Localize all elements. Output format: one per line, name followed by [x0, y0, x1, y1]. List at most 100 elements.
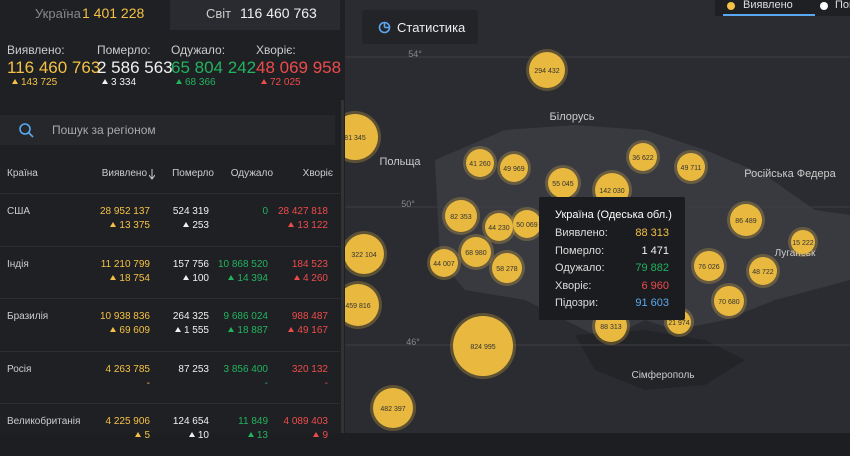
map-label: 54°: [408, 49, 422, 59]
tooltip-label: Виявлено:: [555, 227, 608, 239]
legend-dot: [820, 2, 828, 10]
tab[interactable]: Україна 1 401 228: [0, 0, 170, 28]
tab-value: 116 460 763: [240, 5, 317, 21]
bubble: [430, 249, 458, 277]
tab-label: Україна: [35, 6, 81, 21]
bubble-label: 142 030: [599, 188, 624, 195]
stats-button[interactable]: Статистика: [362, 10, 478, 44]
bubble-label: 15 222: [792, 240, 814, 247]
cell-delta: 1 555: [174, 325, 209, 336]
legend-item[interactable]: Померло: [715, 0, 850, 16]
cell-value: 157 756: [172, 258, 209, 270]
column-header[interactable]: Хворіє: [302, 168, 333, 179]
table-row[interactable]: Бразилія 10 938 836 69 609 264 325 1 555 9 68…: [0, 298, 340, 351]
bubble: [694, 251, 724, 281]
column-header[interactable]: Країна: [7, 168, 38, 179]
cell-delta: 100: [183, 273, 209, 284]
tooltip-value: 91 603: [635, 297, 669, 309]
search-icon: [19, 123, 34, 138]
delta-value: 100: [192, 272, 209, 284]
bubble: [500, 154, 528, 182]
legend-dot: [727, 2, 735, 10]
map-label: 50°: [401, 199, 415, 209]
tooltip: Україна (Одеська обл.) Виявлено: 88 313 Пом…: [539, 197, 685, 320]
delta-value: 143 725: [21, 77, 58, 88]
map-label: Польща: [379, 156, 421, 168]
map-label: Луганськ: [775, 248, 816, 259]
tooltip-label: Хворіє:: [555, 279, 592, 292]
cell-value: 28 427 818: [277, 206, 328, 217]
summary-delta: 3 334: [102, 77, 136, 88]
column-header[interactable]: Померло: [172, 168, 214, 179]
bubble: [629, 143, 657, 171]
tooltip-value: 88 313: [635, 227, 669, 239]
summary-label: Хворіє:: [256, 43, 296, 57]
tooltip-label: Одужало:: [555, 262, 605, 274]
table-row[interactable]: Індія 11 210 799 18 754 157 756 100 10 868 52…: [0, 245, 340, 299]
bubble: [466, 149, 494, 177]
tab[interactable]: Світ 116 460 763: [170, 0, 340, 30]
bubble: [345, 284, 379, 326]
cell-delta: 4 260: [293, 272, 328, 284]
column-header[interactable]: Одужало: [230, 168, 273, 179]
cell-delta: 13 375: [110, 220, 150, 231]
up-arrow: [12, 79, 18, 84]
table-row[interactable]: США 28 952 137 13 375 524 319 253 0 28 427 818…: [0, 193, 340, 246]
tooltip-value: 1 471: [641, 244, 669, 257]
bubble: [445, 200, 477, 232]
up-arrow: [183, 274, 190, 280]
cell-value: 264 325: [172, 311, 209, 322]
cell-delta: -: [265, 378, 268, 389]
cell-value: 87 253: [178, 363, 209, 375]
summary-label: Померло:: [97, 43, 151, 57]
delta-value: -: [146, 377, 150, 389]
cell-value: 11 210 799: [100, 258, 150, 270]
column-header[interactable]: Виявлено: [101, 168, 147, 179]
bubble: [548, 168, 578, 198]
cell-value: 4 225 906: [105, 416, 151, 427]
page: Україна 1 401 228 Світ 116 460 763 Виявлено:…: [0, 0, 850, 441]
bubble: [677, 153, 705, 181]
bubble-label: 41 260: [469, 161, 491, 168]
delta-value: 14 394: [237, 272, 268, 284]
search-box[interactable]: Пошук за регіоном: [0, 115, 335, 145]
delta-value: 18 887: [237, 325, 268, 336]
up-arrow: [102, 79, 108, 84]
scrollbar: [341, 100, 344, 433]
table-row[interactable]: Великобританія 4 225 906 5 124 654 10 11 849 1…: [0, 403, 340, 456]
delta-value: 13 122: [297, 220, 328, 231]
bubble: [791, 230, 815, 254]
bubble: [345, 234, 384, 274]
bubble: [730, 204, 762, 236]
table-row[interactable]: Росія 4 263 785 - 87 253 3 856 400 - 320 132 -: [0, 350, 340, 404]
bubble-label: 824 995: [470, 344, 495, 351]
bubble: [513, 210, 541, 238]
bubble-label: 76 026: [698, 264, 720, 271]
cell-value: 28 952 137: [99, 206, 150, 217]
delta-value: 9: [322, 430, 328, 441]
cell-delta: -: [325, 378, 328, 389]
legend-item[interactable]: Виявлено: [715, 0, 850, 16]
tooltip-label: Підозри:: [555, 297, 599, 309]
delta-value: 4 260: [302, 272, 328, 284]
cell-value: 124 654: [172, 416, 209, 427]
legend: Виявлено Померло: [715, 0, 850, 16]
sort-arrow: [149, 169, 155, 180]
cell-value: 3 856 400: [223, 363, 269, 375]
up-arrow: [288, 222, 295, 227]
cell-value: 11 849: [238, 416, 268, 427]
delta-value: 10: [197, 430, 209, 441]
country: Великобританія: [7, 416, 81, 427]
cell-value: 320 132: [291, 363, 328, 375]
cell-value: 524 319: [172, 206, 209, 217]
cell-delta: 14 394: [228, 273, 268, 284]
map-label: Російська Федера: [744, 168, 836, 180]
tab-label: Світ: [206, 6, 232, 21]
bubble-label: 58 278: [496, 266, 518, 273]
bubble-label: 49 969: [503, 166, 525, 173]
summary-value: 116 460 763: [7, 58, 101, 77]
cell-value: 4 089 403: [283, 416, 329, 427]
summary-delta: 72 025: [261, 77, 301, 88]
cell-value: 184 523: [291, 258, 328, 270]
up-arrow: [110, 222, 117, 227]
